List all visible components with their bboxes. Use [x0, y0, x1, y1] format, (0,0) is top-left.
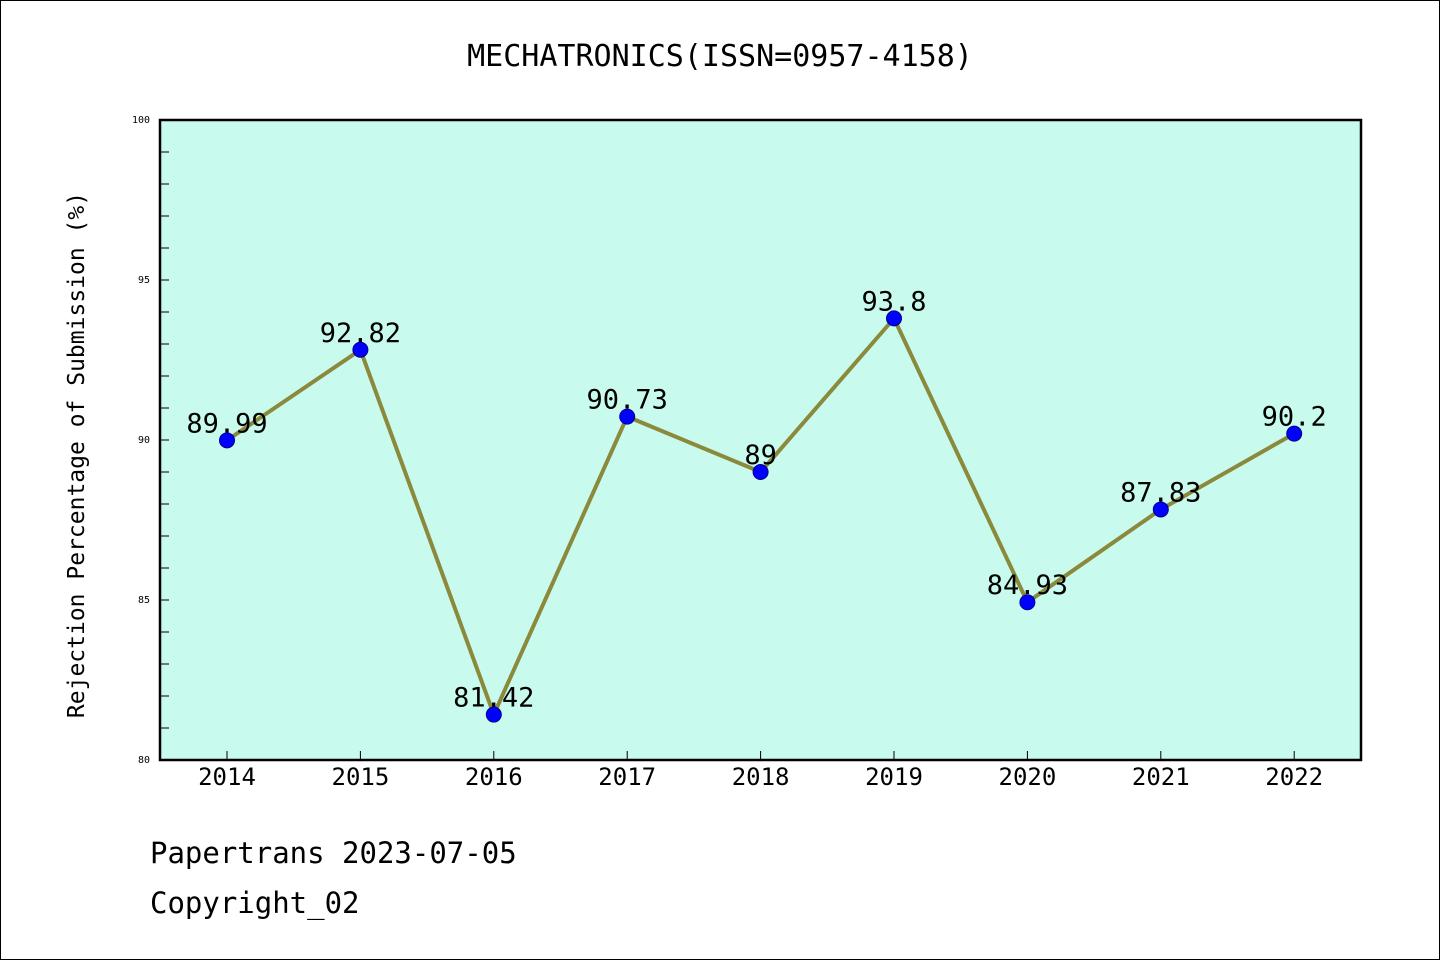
data-point [619, 408, 636, 425]
data-label: 90.2 [1262, 402, 1327, 433]
data-label: 93.8 [861, 286, 926, 317]
footer-copyright: Copyright_02 [150, 886, 360, 920]
y-tick-label: 80 [138, 755, 150, 766]
data-point [485, 706, 502, 723]
data-point [1019, 594, 1036, 611]
y-axis: 80 85 90 95 100 [132, 115, 169, 766]
y-tick-label: 100 [132, 115, 150, 126]
data-label: 81.42 [453, 683, 534, 714]
x-axis: 2014 2015 2016 2017 2018 2019 2020 2021 2022 [198, 751, 1323, 791]
data-label: 89 [744, 440, 777, 471]
data-label: 87.83 [1120, 477, 1201, 508]
data-point [352, 341, 369, 358]
y-tick-label: 85 [138, 595, 150, 606]
data-point [886, 310, 902, 327]
x-tick-label: 2015 [332, 763, 390, 791]
data-label: 89.99 [186, 408, 267, 439]
data-label: 90.73 [587, 385, 668, 416]
data-label: 84.93 [987, 570, 1068, 601]
x-tick-label: 2020 [999, 763, 1057, 791]
x-tick-label: 2019 [865, 763, 923, 791]
x-tick-label: 2014 [198, 763, 256, 791]
x-tick-label: 2016 [465, 763, 523, 791]
footer-date: Papertrans 2023-07-05 [150, 836, 517, 870]
data-label: 92.82 [320, 318, 401, 349]
y-axis-label: Rejection Percentage of Submission (%) [64, 192, 90, 718]
x-tick-label: 2018 [732, 763, 790, 791]
x-tick-label: 2021 [1132, 763, 1190, 791]
chart-title: MECHATRONICS(ISSN=0957-4158) [467, 39, 973, 74]
y-tick-label: 95 [138, 275, 150, 286]
x-tick-label: 2022 [1265, 763, 1323, 791]
data-point [752, 464, 769, 480]
data-labels: 89.99 92.82 81.42 90.73 89 93.8 84.93 87.83 90.2 [186, 286, 1326, 713]
data-point [1152, 501, 1169, 518]
series-markers [219, 310, 1303, 723]
y-tick-label: 90 [138, 435, 150, 446]
x-tick-label: 2017 [598, 763, 656, 791]
plot-area [158, 118, 1363, 762]
data-point [1286, 425, 1303, 442]
data-point [219, 432, 235, 449]
